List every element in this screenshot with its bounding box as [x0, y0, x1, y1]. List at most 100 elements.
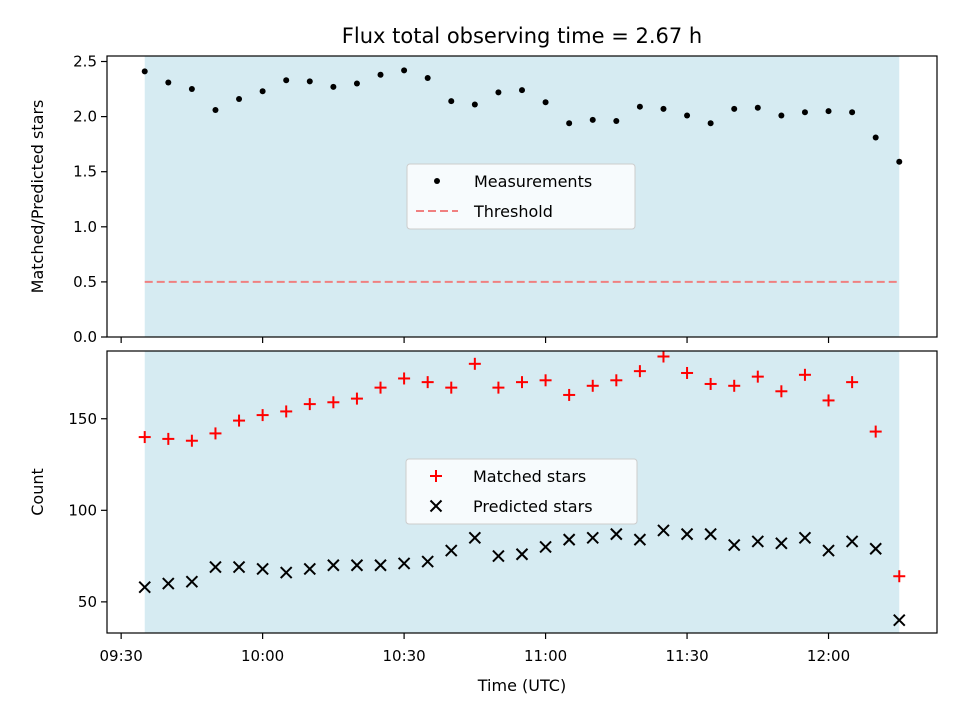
data-point — [188, 86, 195, 93]
data-point — [330, 83, 337, 90]
series-matched-stars — [138, 350, 906, 583]
data-point — [138, 431, 151, 444]
data-point — [303, 398, 316, 411]
data-point — [162, 432, 175, 445]
data-point — [445, 544, 458, 557]
data-point — [610, 374, 623, 387]
x-tick-label: 10:00 — [241, 647, 284, 665]
data-point — [471, 101, 478, 108]
data-point — [495, 89, 502, 96]
bottom-panel: 50 100 150 09:30 10:00 10:30 11:00 11:30 12:00 Co… — [28, 350, 938, 695]
data-point — [377, 71, 384, 78]
data-point — [704, 377, 717, 390]
data-point — [306, 78, 313, 85]
legend-marker — [429, 499, 443, 513]
data-point — [731, 105, 738, 112]
series-measurements — [141, 67, 903, 165]
y-tick-label: 2.5 — [73, 53, 97, 71]
data-point — [751, 370, 764, 383]
data-point — [633, 365, 646, 378]
data-point — [492, 381, 505, 394]
data-point — [566, 120, 573, 127]
legend-box — [405, 458, 638, 525]
data-point — [825, 108, 832, 115]
x-axis-label: Time (UTC) — [477, 676, 566, 695]
data-point — [657, 524, 670, 537]
data-point — [660, 105, 667, 112]
data-point — [539, 374, 552, 387]
data-point — [751, 535, 765, 548]
data-point — [162, 577, 175, 590]
data-point — [468, 531, 482, 544]
x-tick-label: 11:30 — [665, 647, 708, 665]
data-point — [279, 566, 293, 579]
y-tick-label: 0.0 — [73, 328, 97, 346]
data-point — [754, 104, 761, 111]
data-point — [397, 557, 411, 570]
legend-marker — [430, 470, 442, 482]
data-point — [589, 116, 596, 123]
data-point — [893, 613, 906, 627]
data-point — [822, 394, 835, 407]
legend-marker — [434, 178, 440, 184]
data-point — [138, 581, 151, 594]
data-point — [562, 533, 576, 546]
y-tick-label: 2.0 — [73, 108, 97, 126]
data-point — [704, 527, 717, 541]
legend-label: Matched stars — [473, 467, 586, 486]
data-point — [515, 548, 529, 561]
data-point — [728, 379, 741, 392]
data-point — [896, 158, 903, 165]
top-panel: 0.0 0.5 1.0 1.5 2.0 2.5 Matched/Predicted star… — [28, 53, 938, 346]
data-point — [728, 538, 741, 552]
plot-frame — [106, 55, 938, 338]
data-point — [846, 376, 859, 389]
data-point — [165, 79, 172, 86]
data-point — [445, 381, 458, 394]
data-point — [775, 385, 788, 398]
y-tick-label: 1.5 — [73, 163, 97, 181]
legend: Measurements Threshold — [406, 163, 636, 230]
data-point — [232, 560, 246, 574]
y-tick-label: 50 — [78, 593, 97, 611]
data-point — [872, 134, 879, 141]
data-point — [542, 99, 549, 106]
legend: Matched stars Predicted stars — [405, 458, 638, 525]
data-point — [401, 67, 408, 74]
data-point — [209, 560, 222, 574]
data-point — [845, 535, 859, 548]
data-point — [657, 350, 670, 363]
data-point — [236, 95, 243, 102]
data-point — [212, 106, 219, 113]
data-point — [516, 376, 528, 389]
data-point — [327, 396, 340, 409]
data-point — [775, 537, 788, 550]
data-point — [586, 531, 599, 544]
y-tick-label: 0.5 — [73, 273, 97, 291]
data-point — [539, 540, 552, 554]
data-point — [707, 120, 714, 127]
data-point — [681, 366, 694, 379]
data-point — [283, 77, 290, 84]
data-point — [421, 376, 434, 389]
y-axis-label: Count — [28, 468, 47, 516]
x-tick-label: 12:00 — [807, 647, 850, 665]
data-point — [633, 533, 647, 546]
series-predicted-stars — [138, 524, 906, 627]
data-point — [421, 555, 434, 568]
data-point — [519, 87, 525, 94]
data-point — [613, 118, 620, 125]
data-point — [492, 549, 505, 563]
data-point — [209, 427, 222, 440]
data-point — [424, 75, 431, 82]
data-point — [353, 80, 360, 87]
x-tick-label: 10:30 — [382, 647, 425, 665]
data-point — [259, 88, 266, 95]
data-point — [374, 381, 387, 394]
data-point — [303, 562, 316, 576]
x-tick-label: 11:00 — [524, 647, 567, 665]
y-tick-label: 1.0 — [73, 218, 97, 236]
data-point — [468, 357, 481, 370]
data-point — [869, 425, 882, 438]
